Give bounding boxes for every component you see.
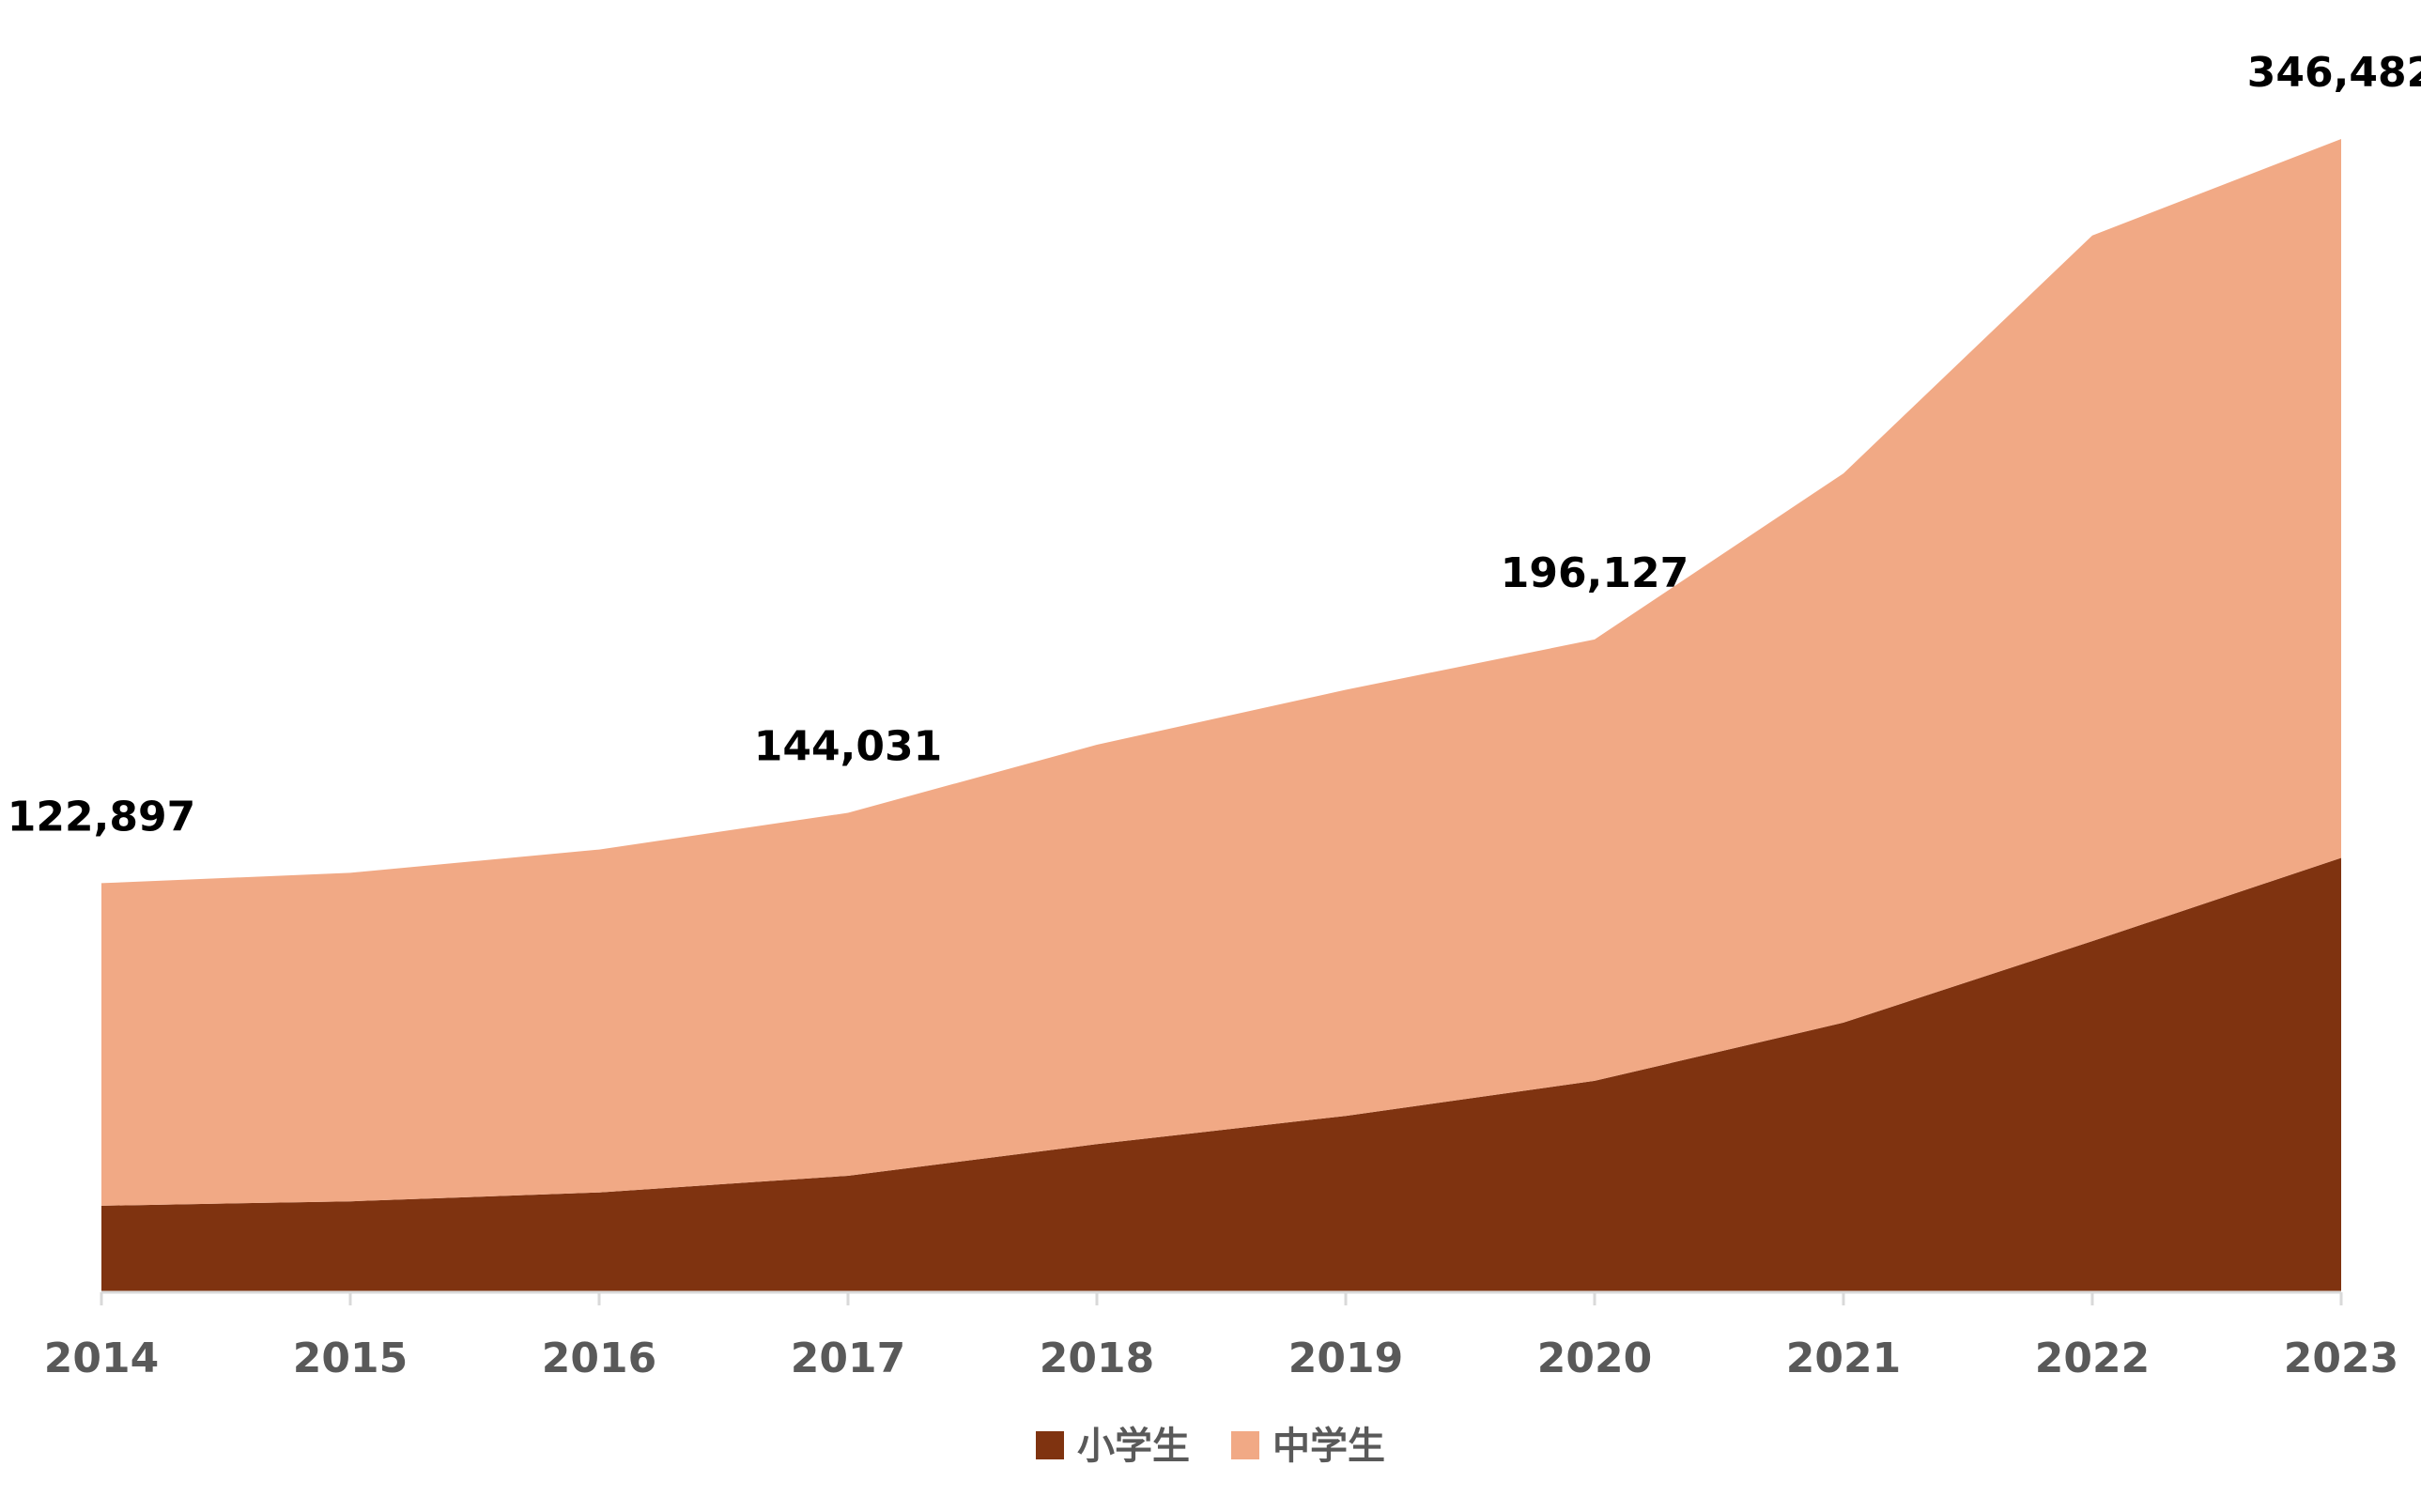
area-series-1 [101,857,2341,1292]
data-label: 346,482 [2247,49,2421,97]
x-tick-label: 2017 [791,1335,905,1382]
x-tick-label: 2020 [1537,1335,1652,1382]
x-tick-label: 2022 [2035,1335,2150,1382]
legend-swatch [1036,1431,1064,1459]
legend-label: 小学生 [1077,1425,1190,1468]
x-tick-label: 2018 [1040,1335,1154,1382]
x-tick-label: 2016 [542,1335,656,1382]
data-label-layer: 122,897 144,031 196,127 346,482 [8,49,2421,841]
data-label: 196,127 [1501,549,1689,597]
legend-label: 中学生 [1272,1425,1385,1468]
x-tick-label: 2019 [1288,1335,1403,1382]
area-layer [101,139,2341,1292]
area-series-2 [101,139,2341,1206]
data-label: 122,897 [8,793,195,841]
legend-swatch [1231,1431,1259,1459]
x-tick-label: 2021 [1786,1335,1901,1382]
x-axis: 2014 2015 2016 2017 2018 2019 2020 2021 2022 2023 [44,1290,2398,1382]
data-label: 144,031 [754,723,942,771]
x-tick-label: 2023 [2284,1335,2398,1382]
x-tick-label: 2015 [293,1335,408,1382]
x-tick-label: 2014 [44,1335,159,1382]
legend: 小学生 中学生 [1036,1425,1385,1468]
